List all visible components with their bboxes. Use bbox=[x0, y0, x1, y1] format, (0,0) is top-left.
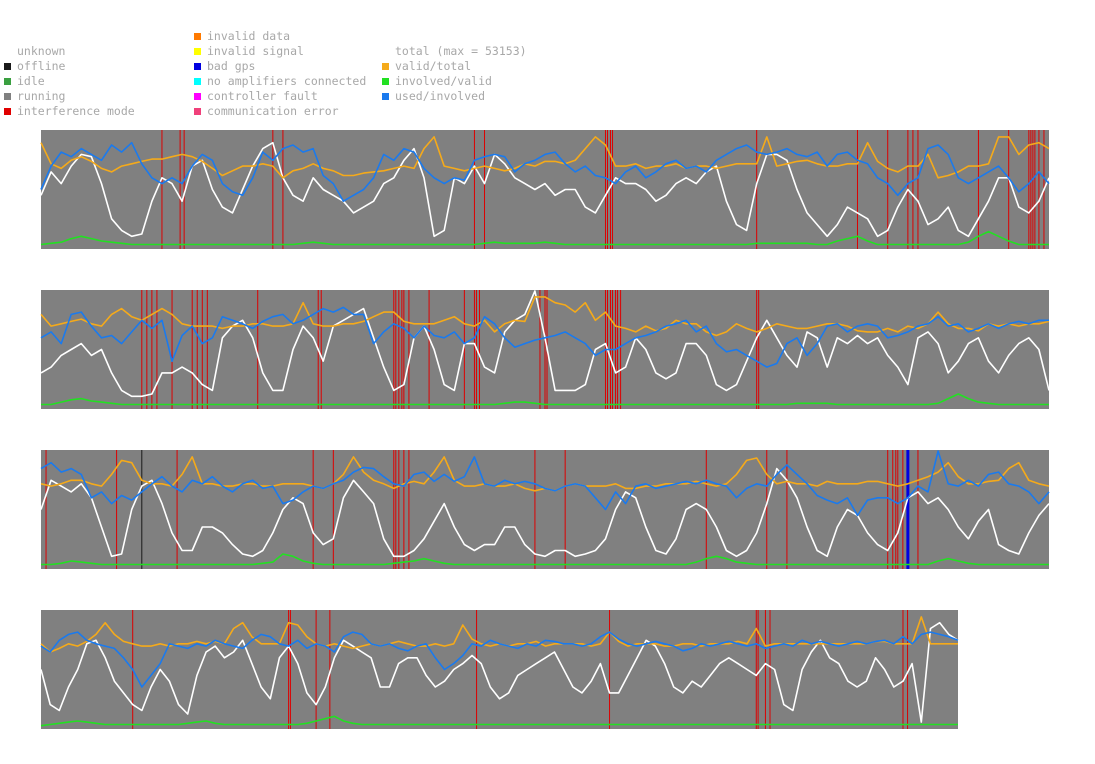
legend-label: invalid signal bbox=[207, 44, 304, 58]
legend-swatch bbox=[194, 93, 201, 100]
series-line-used-involved bbox=[40, 631, 959, 688]
legend-swatch bbox=[4, 93, 11, 100]
legend-label: running bbox=[17, 89, 66, 103]
legend-label: invalid data bbox=[207, 29, 291, 43]
series-line-used-involved bbox=[40, 450, 1050, 517]
legend-label: offline bbox=[17, 59, 66, 73]
series-line-used-involved bbox=[40, 306, 1049, 368]
legend-error-0: invalid data bbox=[194, 29, 366, 44]
series-line-total bbox=[40, 141, 1050, 238]
legend-error-4: controller fault bbox=[194, 89, 366, 104]
series-line-involved-valid bbox=[40, 715, 958, 727]
legend-state-3: running bbox=[4, 89, 135, 104]
legend-state-2: idle bbox=[4, 74, 135, 89]
legend-metric-1: valid/total bbox=[382, 59, 527, 74]
series-line-involved-valid bbox=[40, 230, 1049, 246]
series-line-involved-valid bbox=[41, 393, 1049, 406]
chart-panel-4 bbox=[41, 610, 958, 729]
legend-swatch bbox=[194, 108, 201, 115]
legend-states: unknown offline idle running interference mo… bbox=[4, 44, 135, 119]
legend-label: unknown bbox=[17, 44, 66, 58]
legend-metric-3: used/involved bbox=[382, 89, 527, 104]
legend-label: used/involved bbox=[395, 89, 486, 103]
legend-label: involved/valid bbox=[395, 74, 492, 88]
legend-metrics: total (max = 53153) valid/total involved/v… bbox=[382, 44, 527, 104]
legend-swatch bbox=[4, 108, 11, 115]
legend-error-1: invalid signal bbox=[194, 44, 366, 59]
legend-state-1: offline bbox=[4, 59, 135, 74]
legend-swatch bbox=[194, 33, 201, 40]
legend-label: idle bbox=[17, 74, 45, 88]
legend-error-3: no amplifiers connected bbox=[194, 74, 366, 89]
legend-metric-0: total (max = 53153) bbox=[382, 44, 527, 59]
legend-label: controller fault bbox=[207, 89, 318, 103]
legend-label: valid/total bbox=[395, 59, 472, 73]
legend-swatch bbox=[194, 63, 201, 70]
legend-swatch bbox=[4, 78, 11, 85]
legend-label: total (max = 53153) bbox=[395, 44, 527, 58]
legend-errors: invalid data invalid signal bad gps no ampl… bbox=[194, 29, 366, 119]
series-line-valid-total bbox=[40, 136, 1050, 179]
legend-swatch bbox=[4, 63, 11, 70]
legend-error-2: bad gps bbox=[194, 59, 366, 74]
chart-panel-3 bbox=[41, 450, 1049, 569]
series-line-total bbox=[40, 467, 1050, 558]
series-line-used-involved bbox=[40, 141, 1050, 202]
legend-swatch bbox=[194, 48, 201, 55]
legend-swatch bbox=[194, 78, 201, 85]
legend-label: interference mode bbox=[17, 104, 135, 118]
legend-label: communication error bbox=[207, 104, 339, 118]
legend-label: no amplifiers connected bbox=[207, 74, 367, 88]
series-line-involved-valid bbox=[41, 553, 1049, 566]
legend-swatch bbox=[382, 78, 389, 85]
legend-state-0: unknown bbox=[4, 44, 135, 59]
legend-metric-2: involved/valid bbox=[382, 74, 527, 89]
legend-swatch bbox=[382, 63, 389, 70]
legend-swatch bbox=[382, 93, 389, 100]
chart-panel-1 bbox=[41, 130, 1049, 249]
series-line-total bbox=[40, 621, 959, 723]
legend-state-4: interference mode bbox=[4, 104, 135, 119]
legend-label: bad gps bbox=[207, 59, 256, 73]
legend-error-5: communication error bbox=[194, 104, 366, 119]
